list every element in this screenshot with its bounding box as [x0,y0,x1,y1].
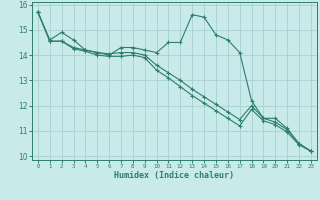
X-axis label: Humidex (Indice chaleur): Humidex (Indice chaleur) [115,171,234,180]
